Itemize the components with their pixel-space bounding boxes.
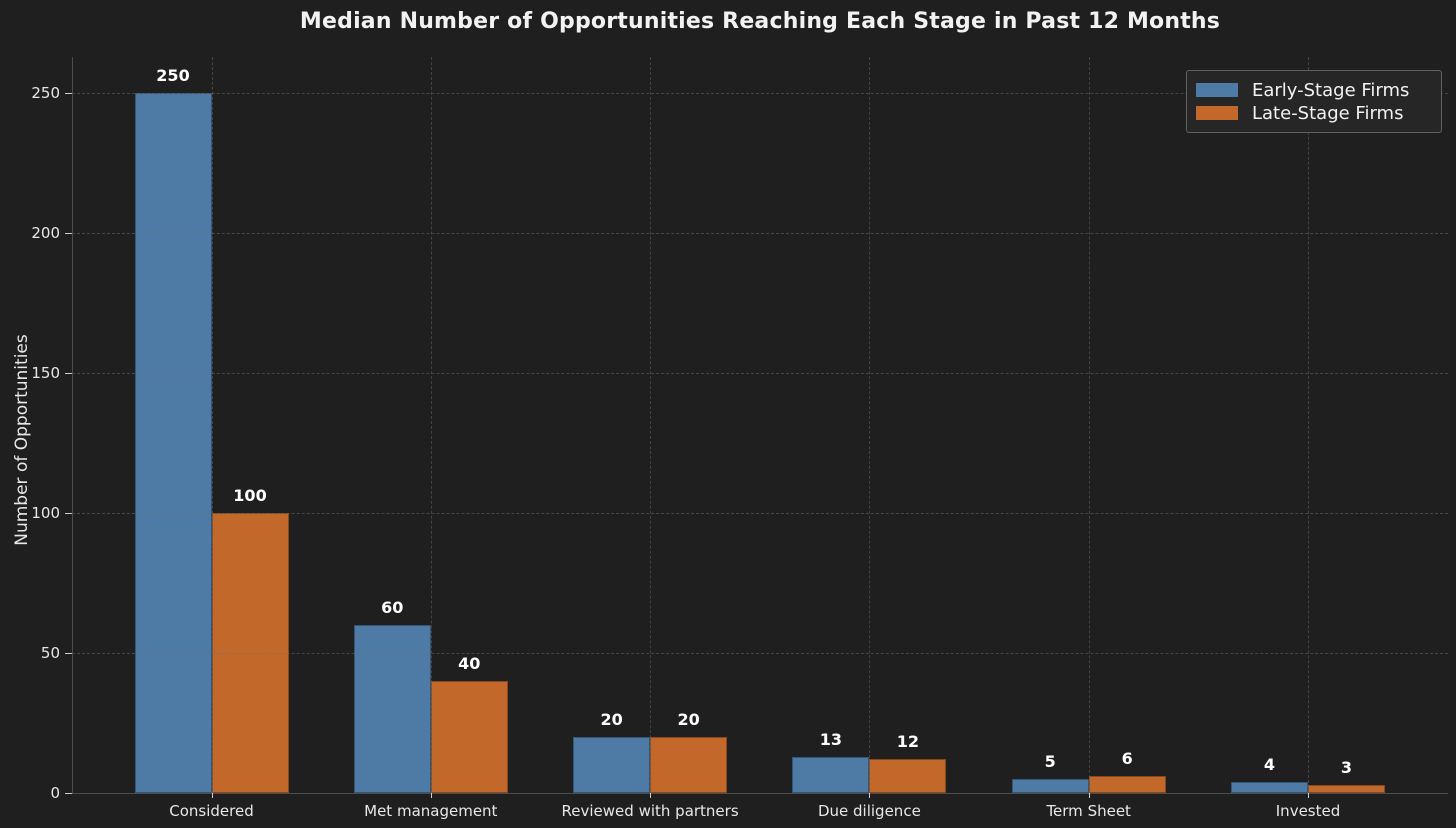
legend: Early-Stage Firms Late-Stage Firms <box>1186 70 1442 133</box>
bar-value-label: 20 <box>677 710 700 729</box>
bar-value-label: 12 <box>896 732 920 752</box>
y-tick-mark <box>65 373 72 374</box>
chart-title: Median Number of Opportunities Reaching … <box>299 9 1221 34</box>
bar-value-label: 20 <box>600 710 623 729</box>
y-tick-mark <box>65 513 72 514</box>
bar-value-label: 5 <box>1044 752 1056 771</box>
bar-late-stage <box>1088 776 1166 793</box>
x-tick-mark <box>1088 793 1090 798</box>
y-tick-label: 250 <box>31 84 60 102</box>
legend-label: Late-Stage Firms <box>1252 102 1404 124</box>
x-tick-mark <box>430 793 432 798</box>
y-tick-label: 100 <box>31 504 60 522</box>
bar-value-label: 6 <box>1121 749 1133 769</box>
bar-late-stage <box>650 737 728 793</box>
horizontal-gridline <box>72 233 1448 234</box>
bar-value-label: 100 <box>233 486 267 505</box>
x-tick-mark <box>211 793 213 798</box>
vertical-gridline <box>1308 57 1309 793</box>
y-tick-mark <box>65 793 72 794</box>
horizontal-gridline <box>72 93 1448 94</box>
x-tick-label: Term Sheet <box>1046 802 1131 820</box>
vertical-gridline <box>869 57 871 793</box>
bar-value-label: 40 <box>458 654 481 673</box>
x-tick-label: Invested <box>1275 802 1341 820</box>
y-tick-label: 50 <box>40 644 60 662</box>
y-tick-mark <box>65 233 72 234</box>
vertical-gridline <box>650 57 652 793</box>
vertical-gridline <box>211 57 213 793</box>
bar-value-label: 250 <box>156 66 190 85</box>
bar-late-stage <box>869 759 947 793</box>
bar-value-label: 4 <box>1263 754 1276 774</box>
y-tick-label: 0 <box>50 784 60 802</box>
x-tick-mark <box>650 793 652 798</box>
x-tick-label: Due diligence <box>817 802 921 820</box>
bar-late-stage <box>1308 784 1385 793</box>
y-axis-spine <box>72 57 73 793</box>
x-tick-mark <box>1308 793 1309 798</box>
vertical-gridline <box>430 57 432 793</box>
horizontal-gridline <box>72 653 1448 654</box>
bar-early-stage <box>573 737 651 793</box>
x-tick-label: Considered <box>169 802 254 820</box>
x-tick-mark <box>869 793 871 798</box>
y-tick-mark <box>65 653 72 654</box>
legend-swatch-icon <box>1196 106 1238 120</box>
bar-early-stage <box>134 93 212 793</box>
legend-item: Late-Stage Firms <box>1196 102 1431 124</box>
bar-late-stage <box>430 681 508 793</box>
bar-early-stage <box>1231 781 1308 793</box>
bar-early-stage <box>353 625 431 793</box>
bar-value-label: 13 <box>819 729 843 749</box>
vertical-gridline <box>1088 57 1090 793</box>
legend-swatch-icon <box>1196 83 1238 97</box>
horizontal-gridline <box>72 373 1448 374</box>
bar-early-stage <box>1011 779 1089 793</box>
bar-value-label: 3 <box>1340 757 1353 777</box>
legend-item: Early-Stage Firms <box>1196 79 1431 101</box>
bar-early-stage <box>792 756 870 793</box>
x-tick-label: Reviewed with partners <box>561 802 739 820</box>
x-axis-spine <box>72 793 1448 794</box>
horizontal-gridline <box>72 513 1448 514</box>
y-tick-label: 200 <box>31 224 60 242</box>
x-tick-label: Met management <box>364 802 498 820</box>
bar-value-label: 60 <box>381 598 404 617</box>
legend-label: Early-Stage Firms <box>1252 79 1410 101</box>
y-tick-mark <box>65 93 72 94</box>
y-tick-label: 150 <box>31 364 60 382</box>
